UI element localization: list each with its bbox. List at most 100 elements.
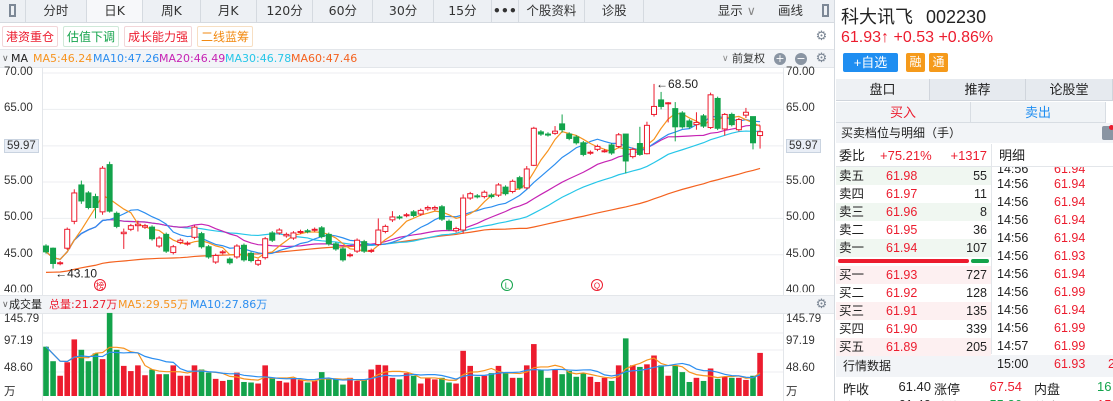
tab-15min[interactable]: 15分 [434, 0, 493, 22]
money-icon[interactable] [1102, 125, 1113, 140]
bid-level: 买三 [839, 304, 865, 318]
ask-row[interactable]: 卖四 61.97 11 [836, 185, 991, 203]
bid-row[interactable]: 买二 61.92 128 [836, 284, 991, 302]
tab-order-book[interactable]: 盘口 [836, 79, 930, 101]
bid-strength-bar [838, 259, 970, 263]
ask-price: 61.94 [886, 241, 918, 255]
gear-icon[interactable]: ⚙ [815, 51, 828, 66]
candle-body [325, 233, 332, 245]
tag-valuation-down[interactable]: 估值下调 [63, 25, 120, 47]
tab-120min[interactable]: 120分 [257, 0, 314, 22]
candle-body [106, 164, 113, 212]
tab-stock-profile[interactable]: 个股资料 [519, 0, 585, 22]
event-marker-label: 榜 [96, 281, 104, 291]
volume-ma5-line [45, 346, 761, 382]
draw-line-button[interactable]: 画线 [778, 3, 804, 18]
volume-ma10: MA10:27.86万 [190, 298, 268, 311]
ma-label[interactable]: MA [11, 52, 29, 65]
volume-bar [509, 377, 516, 396]
bid-row[interactable]: 买四 61.90 339 [836, 320, 991, 338]
volume-bar [637, 366, 643, 396]
connect-badge[interactable]: 通 [929, 53, 948, 72]
candle-body [262, 238, 269, 259]
add-watchlist-button[interactable]: +自选 [843, 53, 898, 72]
trade-row: 14:56 61.94 [994, 301, 1113, 319]
bid-volume: 339 [966, 322, 987, 336]
volume-bar [474, 376, 481, 396]
candle-body [127, 225, 134, 230]
more-button[interactable]: ••• [492, 0, 519, 22]
volume-axis-label: 万 [786, 386, 798, 398]
gear-icon[interactable]: ⚙ [815, 297, 828, 312]
volume-bar [78, 349, 85, 396]
tag-bluechip[interactable]: 二线蓝筹 [197, 25, 254, 47]
volume-bar [750, 375, 756, 396]
chevron-down-icon[interactable]: ∨ [2, 54, 9, 64]
chevron-down-icon[interactable]: ∨ [2, 300, 9, 310]
ask-row[interactable]: 卖五 61.98 55 [836, 167, 991, 185]
zoom-out-icon[interactable]: − [795, 52, 807, 65]
zoom-in-icon[interactable]: + [774, 52, 786, 65]
ask-row[interactable]: 卖一 61.94 107 [836, 239, 991, 257]
trade-price: 61.94 [1054, 162, 1086, 176]
tag-hk-holding[interactable]: 港资重仓 [2, 25, 59, 47]
volume-bar [432, 379, 438, 396]
ask-row[interactable]: 卖三 61.96 8 [836, 203, 991, 221]
candle-body [297, 230, 304, 233]
volume-bar [347, 377, 353, 396]
tab-60min[interactable]: 60分 [313, 0, 374, 22]
chevron-down-icon: ∨ [746, 3, 756, 18]
volume-bar [333, 379, 339, 396]
volume-bar [580, 373, 587, 396]
bid-row[interactable]: 买五 61.89 205 [836, 338, 991, 356]
candle-body [269, 232, 276, 241]
volume-bar [502, 373, 509, 396]
gear-icon[interactable]: ⚙ [815, 29, 828, 44]
event-marker [591, 279, 603, 291]
volume-bar [757, 352, 763, 396]
bid-price: 61.92 [886, 286, 918, 300]
price-axis-label: 55.00 [786, 175, 815, 188]
volume-bar [721, 376, 728, 396]
candle-body [396, 216, 403, 219]
candlestick-chart[interactable]: ←68.50 ←43.10榜 L Q [0, 0, 835, 401]
volume-bar [389, 377, 396, 396]
volume-bar [587, 376, 594, 396]
volume-bar [248, 382, 254, 396]
candle-body [361, 241, 368, 252]
bid-row[interactable]: 买一 61.93 727 [836, 266, 991, 284]
panel-toggle-button[interactable] [815, 0, 834, 22]
trade-price: 61.94 [1054, 195, 1086, 209]
volume-bar [622, 338, 629, 396]
volume-bar [488, 373, 495, 396]
ma30-line [45, 130, 761, 261]
ask-level: 卖五 [839, 169, 865, 183]
volume-bar [283, 382, 290, 396]
candle-body [516, 177, 523, 189]
tab-diagnose[interactable]: 诊股 [585, 0, 645, 22]
tab-recommend[interactable]: 推荐 [930, 79, 1026, 101]
buy-button[interactable]: 买入 [836, 102, 971, 123]
trade-time: 14:56 [997, 213, 1029, 227]
tab-30min[interactable]: 30分 [373, 0, 434, 22]
display-dropdown[interactable]: 显示 ∨ [644, 0, 766, 22]
volume-bar [163, 374, 169, 396]
adjust-dropdown[interactable]: 前复权 [732, 52, 765, 65]
market-key: 昨收 [843, 382, 870, 397]
margin-badge[interactable]: 融 [906, 53, 925, 72]
tab-weekly-k[interactable]: 周K [143, 0, 201, 22]
candle-body [276, 229, 283, 234]
tab-intraday[interactable]: 分时 [26, 0, 87, 22]
tab-forum[interactable]: 论股堂 [1026, 79, 1113, 101]
ma10-value: MA10:47.26 [93, 52, 160, 65]
sidebar-toggle-button[interactable] [0, 0, 26, 22]
bid-row[interactable]: 买三 61.91 135 [836, 302, 991, 320]
tab-monthly-k[interactable]: 月K [201, 0, 257, 22]
ask-row[interactable]: 卖二 61.95 36 [836, 221, 991, 239]
volume-bar [269, 377, 276, 396]
tag-growth[interactable]: 成长能力强 [124, 25, 193, 47]
tab-daily-k[interactable]: 日K [86, 0, 144, 22]
volume-bar [290, 378, 297, 396]
volume-label[interactable]: 成交量 [9, 298, 42, 311]
sell-button[interactable]: 卖出 [971, 102, 1106, 123]
